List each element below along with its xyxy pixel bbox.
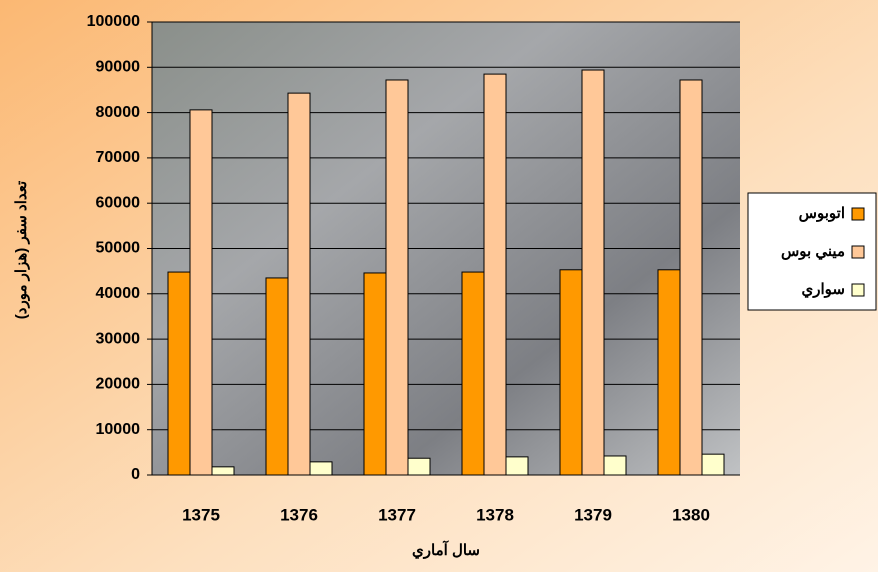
x-tick-label: 1375 <box>182 505 220 524</box>
y-tick-label: 10000 <box>96 421 141 438</box>
y-axis-title: تعداد سفر (هزار مورد) <box>13 181 30 319</box>
x-tick-label: 1377 <box>378 505 416 524</box>
bar <box>603 455 627 476</box>
bar <box>265 277 289 476</box>
y-tick-label: 70000 <box>96 149 141 166</box>
legend-swatch <box>851 283 865 297</box>
legend-swatch <box>851 245 865 259</box>
y-tick-label: 20000 <box>96 376 141 393</box>
bar <box>461 271 485 476</box>
x-tick-label: 1376 <box>280 505 318 524</box>
legend-swatch <box>851 207 865 221</box>
bar <box>309 461 333 476</box>
y-tick-label: 90000 <box>96 59 141 76</box>
bar <box>505 456 529 476</box>
legend-label: سواري <box>802 281 845 299</box>
bar <box>167 271 191 476</box>
y-tick-label: 30000 <box>96 330 141 347</box>
bar <box>211 466 235 476</box>
bar <box>581 69 605 476</box>
y-tick-label: 40000 <box>96 285 141 302</box>
y-tick-label: 50000 <box>96 240 141 257</box>
bar <box>407 457 431 476</box>
bar <box>657 269 681 476</box>
bar <box>385 79 409 476</box>
y-tick-label: 60000 <box>96 194 141 211</box>
x-axis-title: سال آماري <box>412 540 480 560</box>
bar <box>679 79 703 476</box>
y-tick-label: 0 <box>131 466 140 483</box>
bar <box>559 269 583 476</box>
x-tick-label: 1379 <box>574 505 612 524</box>
bar <box>287 92 311 476</box>
bar <box>701 453 725 476</box>
bar <box>483 73 507 476</box>
x-tick-label: 1380 <box>672 505 710 524</box>
bar <box>363 272 387 476</box>
legend-label: اتوبوس <box>799 205 845 222</box>
y-tick-label: 80000 <box>96 104 141 121</box>
bar <box>189 109 213 476</box>
legend-label: ميني بوس <box>781 243 845 261</box>
x-tick-label: 1378 <box>476 505 514 524</box>
y-tick-label: 100000 <box>87 13 140 30</box>
